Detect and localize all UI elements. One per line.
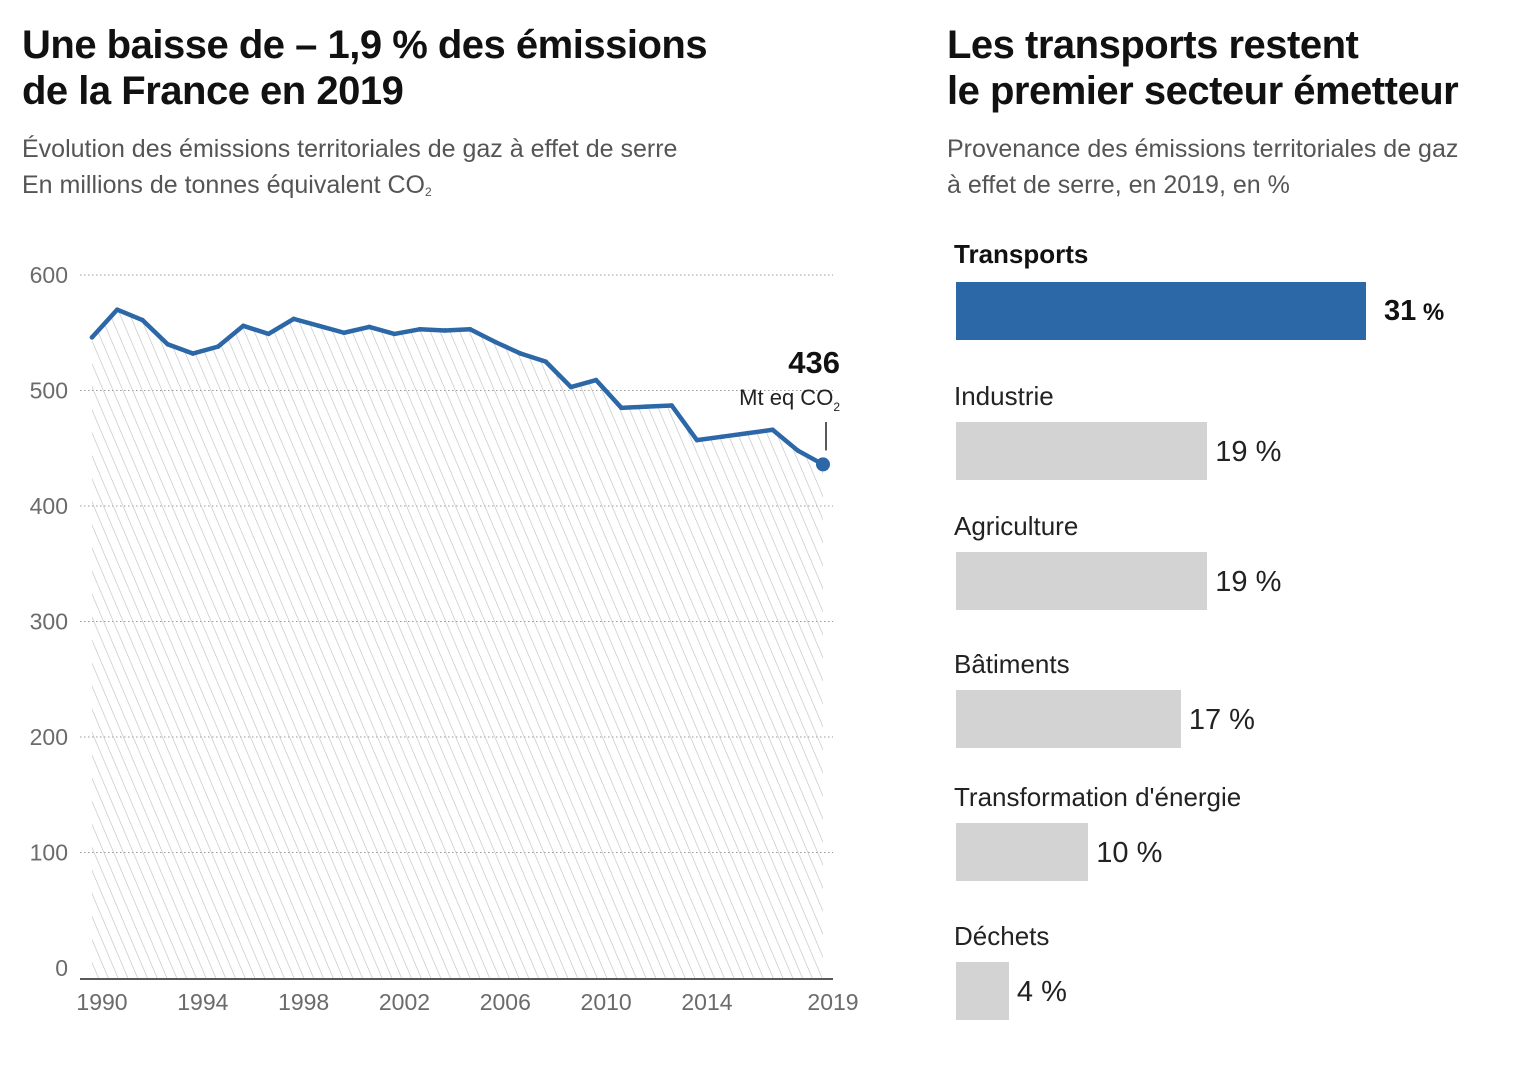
- y-tick-label-100: 100: [30, 840, 68, 866]
- bar-2: [956, 552, 1208, 610]
- data-point-1994: [190, 351, 196, 356]
- bar-4: [956, 823, 1089, 881]
- annotation-unit: Mt eq CO2: [739, 385, 840, 414]
- data-point-2012: [644, 404, 649, 409]
- left-chart-subtitle: Évolution des émissions territoriales de…: [22, 131, 842, 210]
- data-point-2011: [619, 405, 624, 411]
- data-point-2014: [694, 437, 700, 443]
- data-point-2010: [593, 377, 599, 383]
- bar-category-label: Transformation d'énergie: [954, 782, 1242, 812]
- x-tick-label-2019: 2019: [807, 989, 858, 1015]
- x-tick-label-1994: 1994: [177, 989, 228, 1015]
- data-point-2005: [467, 326, 473, 332]
- bar-value-label: 19 %: [1215, 566, 1282, 598]
- data-point-2000: [341, 330, 347, 336]
- data-point-2002: [392, 331, 397, 337]
- data-point-1995: [215, 344, 221, 349]
- bar-1: [956, 422, 1208, 480]
- x-tick-label-2010: 2010: [581, 989, 632, 1015]
- y-tick-label-600: 600: [30, 262, 68, 288]
- left-title-line-2: de la France en 2019: [22, 69, 404, 113]
- data-point-1993: [165, 342, 170, 347]
- y-tick-label-0: 0: [55, 955, 68, 981]
- right-subtitle-line-1: Provenance des émissions territoriales d…: [947, 135, 1459, 163]
- data-point-1999: [316, 323, 322, 329]
- bar-category-label: Transports: [954, 239, 1089, 269]
- bar-category-label: Bâtiments: [954, 649, 1070, 679]
- left-subtitle-subscript: 2: [425, 185, 432, 199]
- data-point-2009: [568, 384, 574, 390]
- x-tick-label-2002: 2002: [379, 989, 430, 1015]
- x-tick-label-1998: 1998: [278, 989, 329, 1015]
- x-tick-label-2006: 2006: [480, 989, 531, 1015]
- bar-value-label: 10 %: [1096, 837, 1163, 869]
- x-tick-label-1990: 1990: [76, 989, 127, 1015]
- last-point-marker: [816, 457, 830, 472]
- annotation-layer: 436 Mt eq CO2: [739, 345, 840, 414]
- left-subtitle-line-2: En millions de tonnes équivalent CO2: [22, 167, 842, 210]
- y-axis-ticks: 0 100 200 300 400 500 600: [30, 262, 68, 981]
- data-point-2016: [745, 430, 750, 436]
- right-chart-subtitle: Provenance des émissions territoriales d…: [947, 131, 1522, 203]
- bar-category-label: Déchets: [954, 921, 1050, 951]
- left-subtitle-line-1: Évolution des émissions territoriales de…: [22, 135, 678, 163]
- bar-value-label: 4 %: [1016, 976, 1067, 1008]
- right-subtitle-line-2: à effet de serre, en 2019, en %: [947, 171, 1290, 199]
- left-subtitle-unit-text: En millions de tonnes équivalent CO: [22, 171, 426, 199]
- y-tick-label-500: 500: [30, 378, 68, 404]
- bar-category-label: Industrie: [954, 381, 1054, 411]
- bar-value-label: 31 %: [1384, 295, 1445, 327]
- y-tick-label-300: 300: [30, 609, 68, 635]
- y-tick-label-200: 200: [30, 724, 68, 750]
- data-point-2015: [719, 434, 725, 439]
- bar-value-label: 17 %: [1188, 704, 1255, 736]
- data-point-2007: [518, 351, 523, 356]
- data-point-1998: [291, 316, 296, 322]
- data-point-1996: [240, 323, 246, 329]
- annotation-unit-text: Mt eq CO: [739, 385, 833, 410]
- data-point-2006: [493, 339, 498, 345]
- data-point-2004: [442, 328, 448, 333]
- left-title-line-1: Une baisse de – 1,9 % des émissions: [22, 23, 708, 67]
- x-tick-label-2014: 2014: [681, 989, 732, 1015]
- right-title-line-1: Les transports restent: [947, 23, 1359, 67]
- bar-3: [956, 690, 1181, 748]
- data-point-1997: [266, 331, 271, 337]
- x-axis-ticks: 1990 1994 1998 2002 2006 2010 2014 2019: [76, 989, 858, 1015]
- data-point-2018: [795, 448, 801, 453]
- bar-0: [956, 282, 1366, 340]
- annotation-unit-subscript: 2: [833, 400, 840, 414]
- y-tick-label-400: 400: [30, 493, 68, 519]
- bar-value-label: 19 %: [1215, 436, 1282, 468]
- data-point-1991: [114, 307, 120, 312]
- annotation-value: 436: [788, 345, 840, 380]
- data-point-2001: [366, 324, 372, 330]
- bar-category-label: Agriculture: [954, 511, 1079, 541]
- right-chart-title: Les transports restent le premier secteu…: [947, 22, 1527, 114]
- left-chart-title: Une baisse de – 1,9 % des émissions de l…: [22, 22, 842, 114]
- series-line: [89, 307, 826, 467]
- data-point-2017: [770, 427, 775, 433]
- data-point-2003: [417, 326, 422, 332]
- bar-5: [956, 962, 1009, 1020]
- right-title-line-2: le premier secteur émetteur: [947, 69, 1459, 113]
- emissions-line-chart: 0 100 200 300 400 500 600 1990 1994 1998 2002 2006…: [30, 262, 859, 1015]
- series-line-layer: [89, 307, 830, 472]
- data-point-2008: [543, 359, 549, 364]
- data-point-1990: [89, 335, 95, 340]
- data-point-1992: [140, 317, 145, 323]
- data-point-2013: [669, 403, 675, 408]
